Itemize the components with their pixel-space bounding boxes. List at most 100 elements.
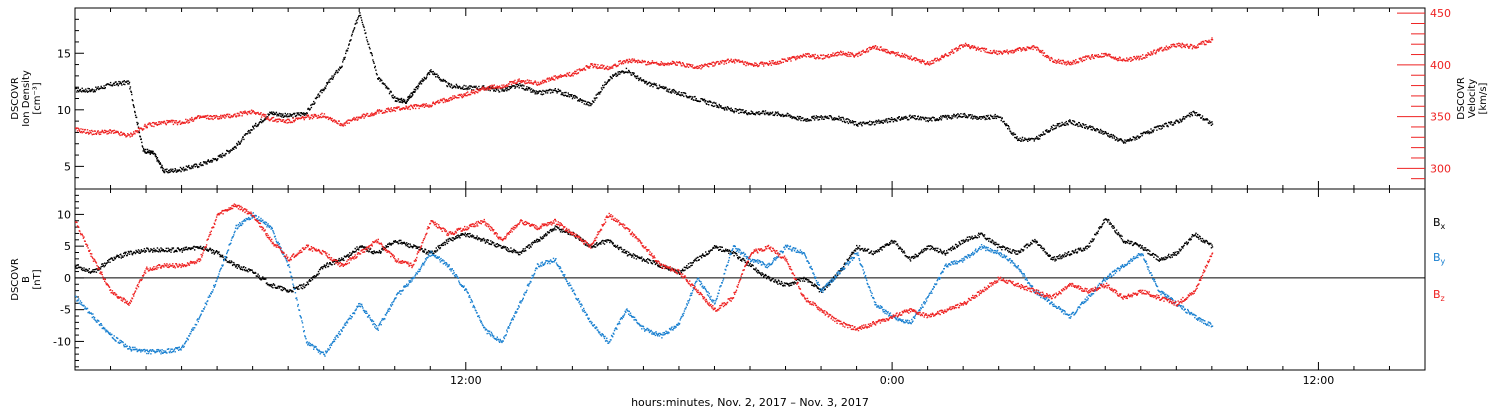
data-point (321, 266, 323, 268)
data-point (975, 46, 977, 49)
data-point (1007, 51, 1009, 54)
data-point (535, 83, 538, 85)
data-point (1174, 122, 1176, 124)
data-point (175, 250, 177, 252)
data-point (304, 113, 307, 115)
data-point (188, 164, 190, 167)
data-point (327, 81, 330, 83)
data-point (1152, 131, 1154, 133)
data-point (396, 107, 398, 110)
data-point (436, 250, 438, 252)
data-point (437, 245, 439, 247)
data-point (233, 148, 235, 150)
data-point (194, 163, 196, 166)
data-point (841, 53, 844, 55)
data-point (118, 256, 121, 258)
data-point (529, 82, 532, 84)
data-point (127, 250, 130, 253)
data-point (204, 161, 207, 163)
data-point (374, 113, 376, 115)
data-point (165, 169, 167, 171)
data-point (398, 106, 400, 108)
data-point (202, 248, 204, 250)
data-point (207, 114, 209, 117)
data-point (786, 60, 789, 62)
data-point (732, 59, 735, 61)
data-point (298, 288, 300, 290)
data-point (540, 93, 542, 95)
data-point (362, 113, 365, 115)
data-point (520, 80, 523, 82)
data-point (157, 123, 159, 126)
data-point (305, 114, 307, 116)
data-point (300, 112, 302, 114)
data-point (930, 117, 932, 119)
data-point (1097, 54, 1099, 56)
data-point (577, 72, 580, 74)
data-point (310, 116, 312, 119)
data-point (156, 247, 159, 249)
data-point (1086, 126, 1088, 128)
data-point (346, 122, 349, 124)
data-point (958, 46, 960, 48)
data-point (520, 85, 523, 87)
data-point (552, 77, 554, 80)
data-point (1149, 132, 1152, 134)
data-point (662, 85, 664, 88)
data-point (110, 132, 112, 134)
data-point (1009, 130, 1012, 133)
data-point (594, 65, 596, 67)
data-point (1092, 126, 1094, 128)
data-point (886, 49, 888, 51)
data-point (371, 113, 373, 116)
data-point (95, 86, 97, 88)
data-point (163, 250, 166, 253)
data-point (528, 247, 530, 249)
data-point (743, 112, 745, 114)
data-point (567, 233, 569, 235)
data-point (1033, 140, 1035, 142)
data-point (877, 120, 879, 123)
data-point (1121, 60, 1124, 62)
data-point (276, 287, 279, 289)
data-point (1048, 131, 1050, 133)
data-point (543, 81, 546, 83)
data-point (601, 88, 603, 91)
data-point (615, 64, 617, 66)
data-point (1189, 113, 1192, 116)
data-point (881, 119, 883, 122)
data-point (768, 60, 771, 63)
data-point (104, 87, 106, 90)
data-point (536, 93, 538, 95)
data-point (456, 235, 458, 237)
data-point (411, 106, 414, 108)
data-point (738, 61, 741, 63)
data-point (227, 113, 229, 115)
data-point (244, 134, 246, 136)
data-point (306, 112, 308, 114)
data-point (503, 84, 505, 86)
data-point (998, 52, 1001, 55)
data-point (871, 47, 873, 49)
data-point (462, 88, 465, 90)
data-point (201, 247, 204, 249)
data-point (537, 92, 539, 94)
data-point (597, 93, 599, 95)
data-point (249, 270, 251, 272)
data-point (471, 89, 473, 91)
data-point (272, 287, 274, 289)
data-point (637, 77, 639, 80)
data-point (370, 114, 372, 117)
data-point (1061, 121, 1063, 124)
data-point (799, 116, 802, 118)
data-point (257, 125, 259, 127)
data-point (276, 115, 278, 117)
data-point (1123, 58, 1125, 60)
data-point (170, 168, 172, 170)
data-point (638, 79, 640, 82)
data-point (633, 59, 636, 62)
data-point (1107, 54, 1109, 57)
data-point (1180, 44, 1182, 46)
data-point (636, 75, 639, 77)
data-point (393, 97, 395, 99)
